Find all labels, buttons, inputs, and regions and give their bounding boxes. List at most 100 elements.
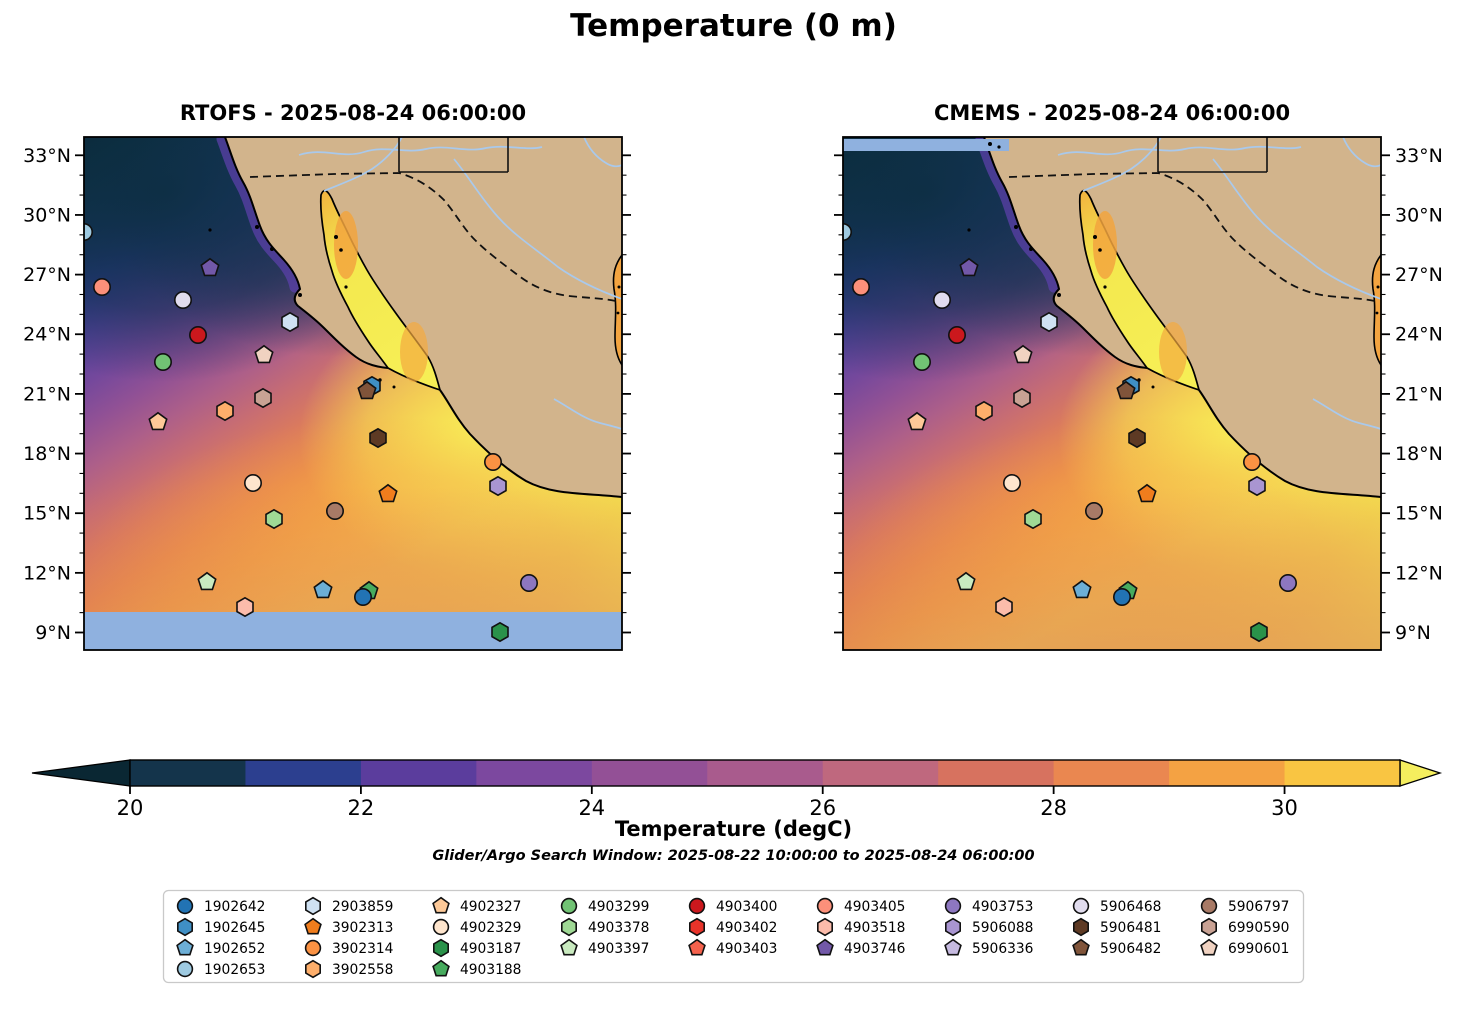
float-marker-4902327: [907, 411, 927, 431]
legend-label: 4903402: [716, 920, 777, 936]
us-state-borders: [398, 137, 509, 173]
temperature-colorbar: 20 22 24 26 28 30: [31, 759, 1443, 820]
legend-label: 6990601: [1228, 941, 1289, 957]
colorbar-extend-max: [1399, 759, 1443, 787]
float-marker-4903187: [491, 621, 509, 643]
legend-item-4903187: 4903187: [432, 938, 521, 958]
legend-box: [162, 889, 1305, 984]
float-marker-2903859: [281, 311, 299, 333]
island: [270, 247, 274, 251]
lat-tick-label: 30°N: [1395, 204, 1443, 226]
island: [1375, 311, 1379, 315]
float-marker-2903859: [1040, 311, 1058, 333]
float-marker-3902314: [483, 452, 502, 471]
float-marker-5906482: [357, 380, 377, 400]
float-marker-5906797: [326, 501, 345, 520]
legend-item-1902642: 1902642: [176, 897, 265, 915]
lat-tick-label: 15°N: [1395, 503, 1443, 525]
float-marker-5906468: [933, 291, 952, 310]
float-marker-5906797: [1085, 501, 1104, 520]
river: [583, 137, 622, 168]
no-data-band-south: [84, 612, 622, 650]
legend-marker-4903746: [816, 938, 834, 956]
legend-item-4903753: 4903753: [944, 897, 1033, 915]
island: [334, 235, 338, 239]
float-marker-4903753: [1278, 573, 1297, 592]
legend-marker-1902645: [177, 917, 194, 937]
figure-title: Temperature (0 m): [570, 8, 897, 44]
us-state-borders: [1157, 137, 1268, 173]
legend-item-1902645: 1902645: [177, 917, 265, 937]
float-marker-6990590: [254, 387, 272, 409]
legend-marker-5906797: [1200, 897, 1218, 915]
colorbar-tick-label: 22: [348, 796, 375, 820]
lat-tick-label: 21°N: [1395, 383, 1443, 405]
legend-item-3902313: 3902313: [304, 917, 393, 936]
legend-marker-4903400: [688, 897, 706, 915]
colorbar-segment: [476, 760, 593, 786]
island: [208, 228, 212, 232]
legend-marker-4903187: [432, 938, 450, 958]
rtofs-panel-title: RTOFS - 2025-08-24 06:00:00: [179, 101, 527, 125]
legend-label: 4903753: [972, 899, 1033, 915]
float-marker-4903405: [93, 278, 111, 297]
river: [1057, 145, 1302, 156]
lat-tick-label: 18°N: [1395, 443, 1443, 465]
river: [453, 158, 622, 300]
float-marker-1902653: [843, 223, 852, 241]
axis-tick-labels: 126°W123°W120°W117°W114°W111°W108°W105°W…: [1395, 145, 1443, 644]
island: [1093, 235, 1097, 239]
legend-marker-4903518: [816, 917, 834, 937]
float-marker-4903299: [154, 353, 173, 372]
legend-item-4902327: 4902327: [432, 896, 521, 915]
float-marker-1902652: [313, 579, 333, 599]
legend-label: 1902652: [204, 941, 265, 957]
lat-tick-label: 21°N: [23, 383, 71, 405]
legend-marker-4903378: [560, 917, 578, 937]
axis-tick-labels: 126°W123°W120°W117°W114°W111°W108°W105°W…: [23, 145, 71, 644]
legend-marker-4903402: [688, 917, 706, 937]
colorbar-segment: [1284, 760, 1401, 786]
legend-label: 4903518: [844, 920, 905, 936]
legend-marker-6990590: [1201, 917, 1217, 937]
colorbar-tick-label: 30: [1271, 796, 1298, 820]
lat-tick-label: 18°N: [23, 443, 71, 465]
legend-marker-4903299: [560, 897, 578, 915]
legend-marker-4903188: [432, 959, 450, 977]
legend-item-6990590: 6990590: [1201, 917, 1289, 937]
float-marker-3902313: [378, 483, 398, 503]
island: [1151, 385, 1155, 389]
legend-marker-5906336: [944, 938, 962, 956]
legend-item-5906336: 5906336: [944, 938, 1033, 957]
lat-tick-label: 15°N: [23, 503, 71, 525]
legend-item-4903518: 4903518: [816, 917, 905, 937]
island: [392, 385, 396, 389]
float-marker-4902329: [244, 473, 263, 492]
river: [553, 398, 622, 430]
map-content: [843, 137, 1381, 650]
float-marker-4903746: [959, 257, 979, 277]
float-marker-6990590: [1013, 387, 1031, 409]
legend-item-4903400: 4903400: [688, 897, 777, 915]
legend-item-4903188: 4903188: [432, 959, 521, 978]
legend-label: 4903403: [716, 941, 777, 957]
lat-tick-label: 9°N: [35, 622, 71, 644]
axis-ticks: [834, 154, 1390, 634]
river: [1342, 137, 1381, 168]
legend-item-4903403: 4903403: [688, 938, 777, 957]
float-marker-4902329: [1003, 473, 1022, 492]
lat-tick-label: 24°N: [23, 324, 71, 346]
legend-label: 1902653: [204, 962, 265, 978]
float-marker-5906088: [1248, 475, 1266, 497]
island: [255, 225, 259, 229]
legend-marker-5906481: [1072, 917, 1090, 937]
legend-item-1902653: 1902653: [176, 960, 265, 978]
legend-item-5906481: 5906481: [1072, 917, 1161, 937]
float-marker-1902652: [1072, 579, 1092, 599]
float-marker-1902653: [84, 223, 93, 241]
colorbar-label: Temperature (degC): [614, 817, 853, 841]
colorbar-segment: [1169, 760, 1286, 786]
legend-marker-1902642: [176, 897, 194, 915]
no-data-band-north: [843, 139, 1009, 151]
legend-item-4903405: 4903405: [816, 897, 905, 915]
